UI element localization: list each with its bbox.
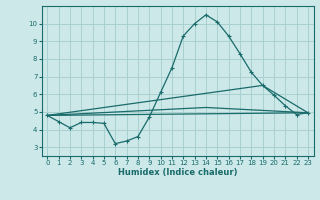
X-axis label: Humidex (Indice chaleur): Humidex (Indice chaleur) <box>118 168 237 177</box>
